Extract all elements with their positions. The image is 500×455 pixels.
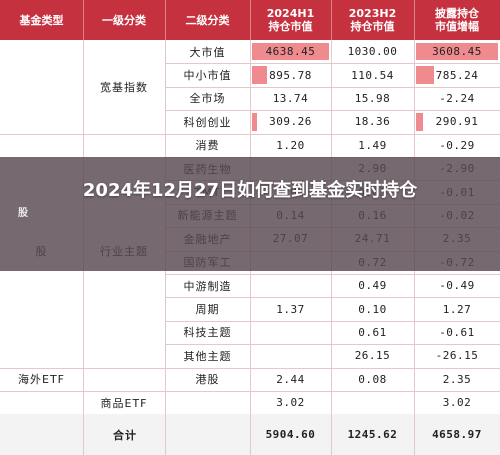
value-growth: 290.91 — [435, 115, 479, 129]
secondary-category: 全市场 — [189, 92, 226, 106]
value-2024h1: 1.20 — [276, 138, 305, 152]
header-cell: 2024H1 持仓市值 — [266, 7, 315, 33]
header-cell: 二级分类 — [185, 13, 230, 27]
value-growth: 3.02 — [442, 396, 472, 410]
fund-type — [0, 40, 83, 134]
primary-category: 商品ETF — [100, 396, 148, 410]
value-2024h1: 3.02 — [276, 396, 305, 410]
value-2023h2: 1.49 — [358, 138, 387, 152]
value-2023h2: 110.54 — [351, 68, 394, 82]
header-separator — [414, 0, 415, 40]
title-overlay-band — [0, 157, 500, 271]
value-growth: -0.29 — [439, 138, 475, 152]
value-2024h1: 895.78 — [269, 68, 312, 82]
value-2023h2: 0.61 — [358, 325, 387, 339]
value-growth: -0.61 — [439, 325, 475, 339]
value-growth: 3608.45 — [432, 45, 482, 59]
secondary-category: 消费 — [195, 139, 220, 153]
header-separator — [331, 0, 332, 40]
value-growth: -26.15 — [435, 349, 479, 363]
article-title: 2024年12月27日如何查到基金实时持仓 — [82, 180, 418, 201]
secondary-category: 中游制造 — [183, 279, 232, 293]
header-cell: 基金类型 — [19, 13, 64, 27]
header-separator — [83, 0, 84, 40]
value-bar-growth — [416, 66, 435, 84]
value-2023h2: 0.49 — [358, 279, 387, 293]
header-separator — [250, 0, 251, 40]
primary-category: 宽基指数 — [100, 80, 148, 94]
value-bar-2024 — [252, 66, 267, 84]
value-growth: 785.24 — [435, 68, 479, 82]
secondary-category: 大市值 — [189, 45, 226, 59]
value-2024h1 — [250, 344, 331, 367]
value-2024h1: 2.44 — [276, 372, 305, 386]
secondary-category: 科创创业 — [183, 115, 232, 129]
row-divider — [165, 63, 500, 65]
secondary-category: 科技主题 — [183, 326, 232, 340]
row-divider — [165, 86, 500, 88]
secondary-category: 周期 — [195, 303, 220, 317]
row-divider — [165, 297, 500, 299]
value-bar-2024 — [252, 113, 258, 131]
value-growth: -2.24 — [439, 91, 475, 105]
header-cell: 一级分类 — [102, 13, 146, 27]
total-label: 合计 — [113, 428, 137, 442]
value-growth: -0.49 — [439, 279, 475, 293]
value-2024h1: 4638.45 — [265, 45, 316, 59]
value-2024h1: 309.26 — [269, 115, 312, 129]
total-v2024: 5904.60 — [265, 428, 316, 442]
header-cell: 2023H2 持仓市值 — [348, 7, 397, 33]
row-divider — [165, 110, 500, 112]
value-2023h2: 1030.00 — [347, 45, 398, 59]
watermark-text: 股 — [18, 208, 28, 219]
value-2024h1: 13.74 — [272, 91, 309, 105]
value-2023h2: 26.15 — [354, 349, 391, 363]
fund-type: 海外ETF — [18, 373, 65, 387]
value-2024h1 — [250, 274, 331, 297]
header-cell: 披露持仓 市值增幅 — [435, 7, 479, 33]
value-2024h1: 1.37 — [276, 302, 305, 316]
secondary-category — [165, 391, 250, 414]
secondary-category: 港股 — [195, 373, 220, 387]
total-v2023: 1245.62 — [347, 428, 398, 442]
value-bar-2024 — [252, 43, 329, 61]
row-divider — [165, 344, 500, 346]
value-2023h2: 18.36 — [354, 115, 391, 129]
primary-category — [83, 368, 165, 391]
secondary-category: 中小市值 — [183, 69, 232, 83]
value-2023h2: 15.98 — [354, 91, 391, 105]
header-separator — [165, 0, 166, 40]
value-2023h2: 0.10 — [358, 302, 387, 316]
value-bar-growth — [416, 113, 423, 131]
fund-type — [0, 391, 83, 414]
value-growth: 2.35 — [442, 372, 472, 386]
row-divider — [165, 320, 500, 322]
total-growth: 4658.97 — [432, 428, 482, 442]
secondary-category: 其他主题 — [183, 349, 232, 363]
value-2023h2 — [331, 391, 414, 414]
value-2024h1 — [250, 321, 331, 344]
value-2023h2: 0.08 — [358, 372, 387, 386]
value-growth: 1.27 — [442, 302, 472, 316]
value-bar-growth — [416, 43, 498, 61]
row-divider — [165, 274, 500, 275]
